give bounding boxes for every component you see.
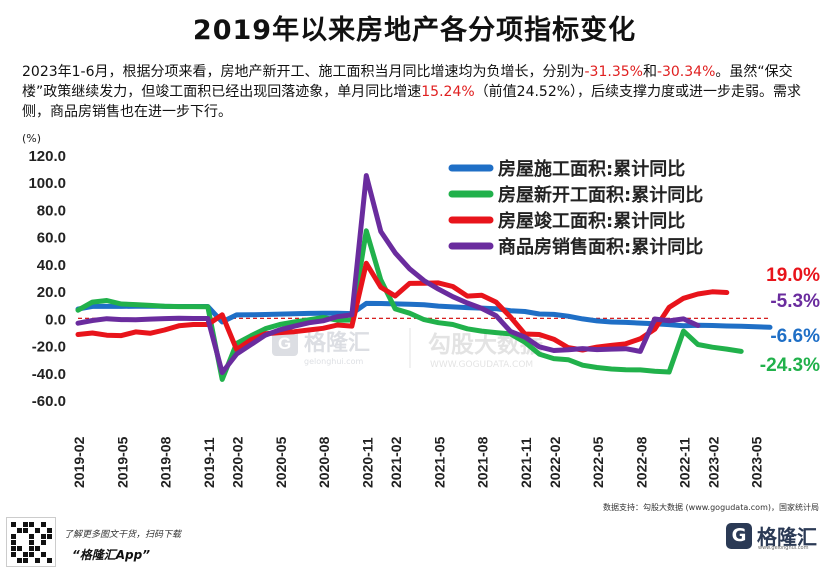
qr-cell <box>29 552 34 557</box>
qr-cell <box>41 552 46 557</box>
qr-cell <box>47 528 52 533</box>
desc-value-construction: -30.34% <box>656 64 716 80</box>
x-tick-label: 2020-05 <box>273 436 289 488</box>
y-axis: 120.0 100.0 80.0 60.0 40.0 20.0 0.0 -20.0 -40.0 -… <box>28 148 66 410</box>
x-tick-label: 2022-05 <box>590 436 606 488</box>
legend-item-sales: 商品房销售面积:累计同比 <box>498 236 703 258</box>
desc-value-newstart: -31.35% <box>584 64 643 80</box>
source-note: 数据支持：勾股大数据 (www.gogudata.com)，国家统计局 <box>603 503 819 512</box>
legend-item-newstart: 房屋新开工面积:累计同比 <box>498 184 703 206</box>
x-tick-label: 2023-02 <box>705 436 721 488</box>
qr-cell <box>17 546 22 551</box>
qr-cell <box>47 534 52 539</box>
page-title: 2019年以来房地产各分项指标变化 <box>192 15 637 46</box>
x-axis: 2019-02 2019-05 2019-08 2019-11 2020-02 2020-… <box>71 436 765 488</box>
qr-cell <box>23 558 28 563</box>
x-tick-label: 2022-08 <box>633 436 649 488</box>
desc-value-completion: 15.24% <box>421 84 475 100</box>
qr-cell <box>29 540 34 545</box>
series-line-sales <box>75 173 701 376</box>
qr-cell <box>11 546 16 551</box>
series-line-newstart <box>75 228 744 382</box>
end-labels: 19.0% -5.3% -6.6% -24.3% <box>760 265 820 376</box>
y-tick-label: 60.0 <box>37 230 66 247</box>
qr-cell <box>11 540 16 545</box>
qr-cell <box>29 546 34 551</box>
y-tick-label: -60.0 <box>32 393 66 410</box>
promo-app-name: “格隆汇App” <box>72 548 150 562</box>
watermark-logo-box <box>272 330 298 356</box>
logo-mark-icon: G <box>726 522 752 549</box>
qr-cell <box>47 558 52 563</box>
desc-text-2: 和 <box>642 64 657 80</box>
y-tick-label: 120.0 <box>28 148 66 165</box>
desc-text-4: （前值24.52%），后续支撑力度或进一步走弱。需求侧，商品房销售也在进一步下行… <box>22 84 802 120</box>
watermark-site2: WWW.GOGUDATA.COM <box>430 360 533 370</box>
x-tick-label: 2019-02 <box>71 436 87 488</box>
x-tick-label: 2022-11 <box>677 437 693 488</box>
y-tick-label: -20.0 <box>32 339 66 356</box>
qr-cell <box>17 558 22 563</box>
qr-cell <box>11 522 16 527</box>
series-lines <box>75 173 773 382</box>
watermark-logo-letter: G <box>278 334 291 353</box>
legend: 房屋施工面积:累计同比房屋新开工面积:累计同比房屋竣工面积:累计同比商品房销售面… <box>448 158 703 258</box>
desc-text-3: 。虽然“保交楼”政策继续发力，但竣工面积已经出现回落迹象，单月同比增速 <box>22 64 793 100</box>
qr-cell <box>17 528 22 533</box>
brand-logo: G 格隆汇 www.gelonghui.com <box>726 521 817 551</box>
x-tick-label: 2019-11 <box>201 437 217 488</box>
x-tick-label: 2020-08 <box>316 436 332 488</box>
y-tick-label: -40.0 <box>32 366 66 383</box>
watermark-brand: 格隆汇 <box>304 330 370 356</box>
x-tick-label: 2021-05 <box>431 436 447 488</box>
end-label-completion: 19.0% <box>766 265 820 286</box>
qr-cell <box>29 522 34 527</box>
qr-cell <box>23 528 28 533</box>
x-tick-label: 2023-05 <box>749 436 765 488</box>
x-tick-label: 2020-02 <box>230 436 246 488</box>
description: 2023年1-6月，根据分项来看，房地产新开工、施工面积当月同比增速均为负增长，… <box>22 62 812 122</box>
y-tick-label: 0.0 <box>45 311 66 328</box>
x-tick-label: 2019-05 <box>114 436 130 488</box>
watermark: G 格隆汇 gelonghui.com 勾股大数据 WWW.GOGUDATA.C… <box>272 328 543 370</box>
y-tick-label: 20.0 <box>37 284 66 301</box>
end-label-construction: -6.6% <box>770 326 820 347</box>
end-label-newstart: -24.3% <box>760 355 820 376</box>
x-tick-label: 2021-08 <box>475 436 491 488</box>
x-tick-label: 2020-11 <box>359 437 375 488</box>
legend-item-completion: 房屋竣工面积:累计同比 <box>498 210 685 232</box>
qr-cell <box>29 534 34 539</box>
qr-cell <box>11 534 16 539</box>
qr-cell <box>41 522 46 527</box>
logo-text: 格隆汇 <box>757 525 817 549</box>
logo-subtext: www.gelonghui.com <box>758 545 809 551</box>
qr-cell <box>41 540 46 545</box>
qr-cell <box>35 546 40 551</box>
series-line-completion <box>75 260 730 353</box>
y-axis-unit: (%) <box>22 132 41 145</box>
x-tick-label: 2021-02 <box>388 436 404 488</box>
qr-cell <box>41 534 46 539</box>
desc-text-1: 2023年1-6月，根据分项来看，房地产新开工、施工面积当月同比增速均为负增长，… <box>22 64 585 80</box>
x-tick-label: 2022-02 <box>547 436 563 488</box>
qr-cell <box>11 552 16 557</box>
qr-cell <box>35 558 40 563</box>
qr-cell <box>23 552 28 557</box>
promo-text: 了解更多图文干货，扫码下载 <box>64 530 182 540</box>
y-tick-label: 40.0 <box>37 257 66 274</box>
legend-item-construction: 房屋施工面积:累计同比 <box>498 158 685 180</box>
y-tick-label: 80.0 <box>37 202 66 219</box>
end-label-sales: -5.3% <box>770 291 820 312</box>
x-tick-label: 2021-11 <box>518 437 534 488</box>
qr-cell <box>35 528 40 533</box>
x-tick-label: 2019-08 <box>158 436 174 488</box>
y-tick-label: 100.0 <box>28 175 66 192</box>
qr-cell <box>23 522 28 527</box>
watermark-site: gelonghui.com <box>304 357 363 366</box>
qr-code[interactable] <box>6 517 56 567</box>
